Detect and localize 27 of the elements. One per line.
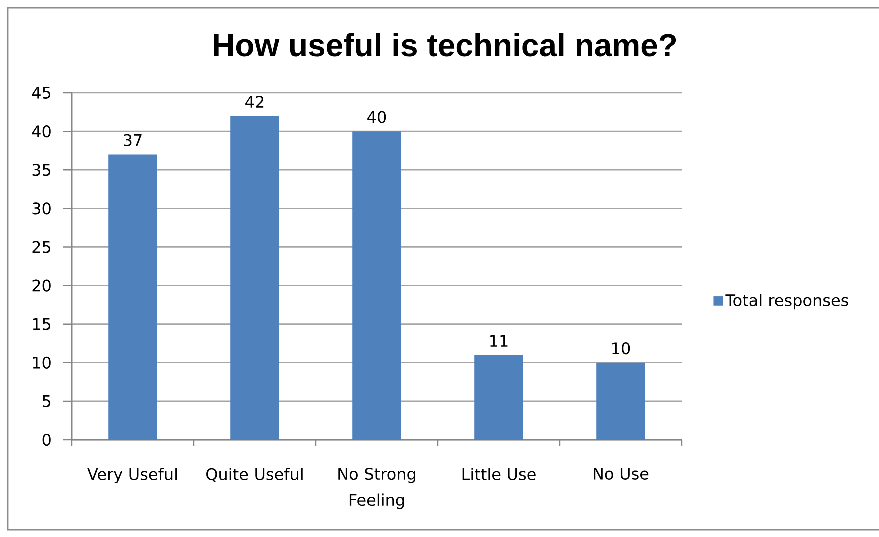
data-label: 40 bbox=[368, 111, 386, 124]
y-tick-label: 10 bbox=[33, 356, 51, 369]
chart-title: How useful is technical name? bbox=[214, 33, 676, 57]
x-tick-label: Little Use bbox=[462, 468, 536, 480]
y-tick-label: 45 bbox=[32, 87, 51, 99]
y-tick-label: 5 bbox=[43, 395, 51, 408]
y-tick-label: 30 bbox=[32, 202, 51, 215]
legend-label: Total responses bbox=[726, 294, 848, 310]
x-tick-label: No Use bbox=[594, 468, 649, 480]
y-tick-label: 35 bbox=[32, 164, 51, 176]
y-tick-label: 20 bbox=[32, 280, 51, 292]
data-label: 37 bbox=[124, 134, 142, 146]
bar bbox=[474, 355, 524, 440]
bar bbox=[352, 132, 402, 440]
data-label: 42 bbox=[246, 96, 264, 108]
y-tick-label: 0 bbox=[42, 434, 51, 446]
x-tick-label: No Strong Feeling bbox=[338, 468, 416, 510]
bar bbox=[596, 362, 646, 440]
bar bbox=[108, 154, 158, 440]
y-tick-label: 25 bbox=[32, 241, 51, 254]
x-tick-label: Quite Useful bbox=[206, 468, 303, 482]
y-tick-label: 40 bbox=[32, 126, 51, 138]
data-label: 11 bbox=[490, 335, 508, 347]
y-tick-label: 15 bbox=[33, 318, 51, 330]
data-label: 10 bbox=[612, 342, 630, 355]
bar bbox=[230, 116, 280, 440]
x-tick-label: Very Useful bbox=[88, 468, 178, 484]
